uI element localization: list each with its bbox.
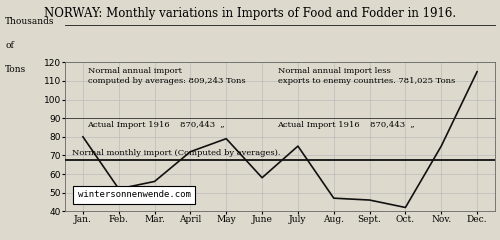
Text: of: of (5, 41, 14, 50)
Text: Tons: Tons (5, 65, 26, 74)
Text: NORWAY: Monthly variations in Imports of Food and Fodder in 1916.: NORWAY: Monthly variations in Imports of… (44, 7, 456, 20)
Text: Actual Import 1916    870,443  „: Actual Import 1916 870,443 „ (88, 120, 225, 129)
Text: Normal annual import less
exports to enemy countries. 781,025 Tons: Normal annual import less exports to ene… (278, 67, 455, 85)
Text: Thousands: Thousands (5, 17, 54, 26)
Text: Actual Import 1916    870,443  „: Actual Import 1916 870,443 „ (278, 120, 415, 129)
Text: Normal monthly import (Computed by averages).: Normal monthly import (Computed by avera… (72, 149, 281, 157)
Text: Normal annual import
computed by averages: 809,243 Tons: Normal annual import computed by average… (88, 67, 245, 85)
Text: wintersonnenwende.com: wintersonnenwende.com (78, 190, 191, 199)
